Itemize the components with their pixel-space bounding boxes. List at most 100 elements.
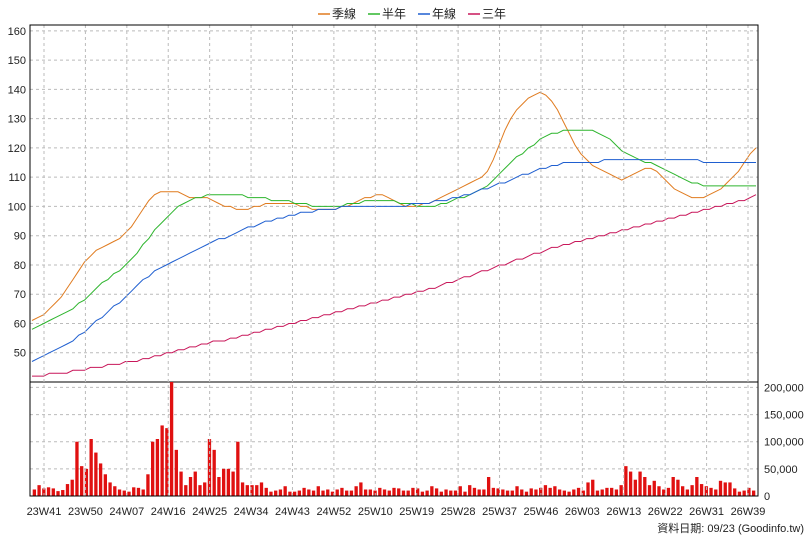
volume-bar (595, 490, 600, 496)
volume-bar (463, 491, 467, 496)
volume-bar (699, 484, 704, 496)
volume-bar (264, 487, 268, 496)
volume-bar (586, 482, 590, 496)
volume-bar (307, 489, 311, 496)
volume-bar (184, 485, 188, 496)
volume-bar (259, 482, 264, 496)
price-tick-label: 70 (14, 289, 26, 301)
volume-bar (709, 487, 713, 496)
ma-line-2 (31, 129, 756, 330)
volume-bar (576, 487, 581, 496)
volume-bar (203, 482, 207, 496)
x-tick-label: 24W25 (192, 506, 227, 518)
volume-bar (553, 486, 557, 496)
x-tick-label: 24W34 (234, 506, 269, 518)
volume-bar (543, 485, 548, 496)
price-tick-label: 140 (8, 84, 26, 96)
volume-bar (557, 489, 562, 496)
volume-bar (297, 490, 302, 496)
volume-bar (747, 487, 751, 496)
volume-bar (42, 488, 46, 496)
volume-bar (600, 489, 604, 496)
volume-bar (94, 452, 98, 496)
x-tick-label: 26W31 (689, 506, 724, 518)
volume-bar (501, 489, 505, 496)
volume-bar (155, 439, 160, 496)
volume-bar (278, 489, 283, 496)
volume-bar (449, 490, 453, 496)
x-tick-label: 24W52 (316, 506, 351, 518)
legend: 季線 半年 年線 三年 (318, 6, 506, 21)
ma-line-4 (32, 194, 757, 377)
volume-bar (387, 490, 391, 496)
volume-bar (56, 491, 60, 496)
price-tick-label: 120 (8, 143, 26, 155)
volume-bar (643, 477, 647, 496)
volume-bar (98, 463, 103, 496)
volume-bar (75, 441, 79, 496)
volume-bar (411, 487, 415, 496)
volume-bar (548, 487, 552, 496)
volume-bar (520, 489, 524, 496)
volume-bar (146, 474, 150, 496)
volume-bar (434, 488, 439, 496)
volume-bar (245, 485, 249, 496)
volume-bar (680, 486, 685, 496)
volume-bar (605, 487, 609, 496)
volume-bar (117, 489, 122, 496)
volume-bar (236, 441, 240, 496)
volume-bar (510, 490, 514, 496)
volume-bar (103, 474, 108, 496)
volume-bar (274, 490, 278, 496)
volume-bar (359, 482, 363, 496)
volume-bar (581, 490, 585, 496)
volume-bar (638, 471, 642, 496)
volume-bar (439, 491, 443, 496)
volume-bar (633, 479, 637, 496)
volume-bar (430, 486, 434, 496)
x-tick-label: 25W46 (524, 506, 559, 518)
volume-bar (491, 487, 496, 496)
legend-item: 季線 (318, 6, 356, 21)
volume-bar (572, 489, 576, 496)
volume-bar (397, 488, 401, 496)
volume-bar (217, 477, 221, 496)
volume-bar (335, 489, 339, 496)
legend-label: 半年 (382, 7, 406, 21)
volume-bar (751, 490, 756, 496)
volume-bar (354, 486, 358, 496)
volume-bar (401, 490, 406, 496)
volume-bar (657, 486, 661, 496)
volume-bar (61, 490, 65, 496)
volume-bar (624, 466, 628, 496)
volume-bar (288, 491, 292, 496)
volume-bar (482, 489, 486, 496)
volume-tick-label: 200,000 (764, 382, 804, 394)
x-tick-label: 26W13 (606, 506, 641, 518)
volume-bar (733, 488, 737, 496)
volume-bar (160, 425, 164, 496)
volume-bar (65, 484, 70, 496)
volume-bar (122, 490, 126, 496)
volume-bar (534, 489, 538, 496)
volume-bar (685, 489, 690, 496)
volume-bar (212, 449, 216, 496)
volume-panel: 0 50,000 100,000 150,000 200,000 (29, 381, 804, 503)
volume-bar (188, 477, 193, 496)
volume-bar (524, 491, 529, 496)
volume-bar (345, 490, 349, 496)
x-tick-label: 24W43 (275, 506, 310, 518)
x-tick-label: 25W37 (482, 506, 517, 518)
volume-tick-label: 0 (764, 491, 770, 503)
volume-bar (614, 489, 619, 496)
volume-bar (207, 439, 212, 496)
volume-bar (330, 491, 335, 496)
volume-bar (382, 489, 387, 496)
volume-bar (737, 491, 742, 496)
volume-bar (392, 487, 396, 496)
volume-bar (51, 488, 55, 496)
legend-label: 三年 (482, 7, 506, 21)
volume-bar (695, 477, 699, 496)
price-tick-label: 60 (14, 318, 26, 330)
